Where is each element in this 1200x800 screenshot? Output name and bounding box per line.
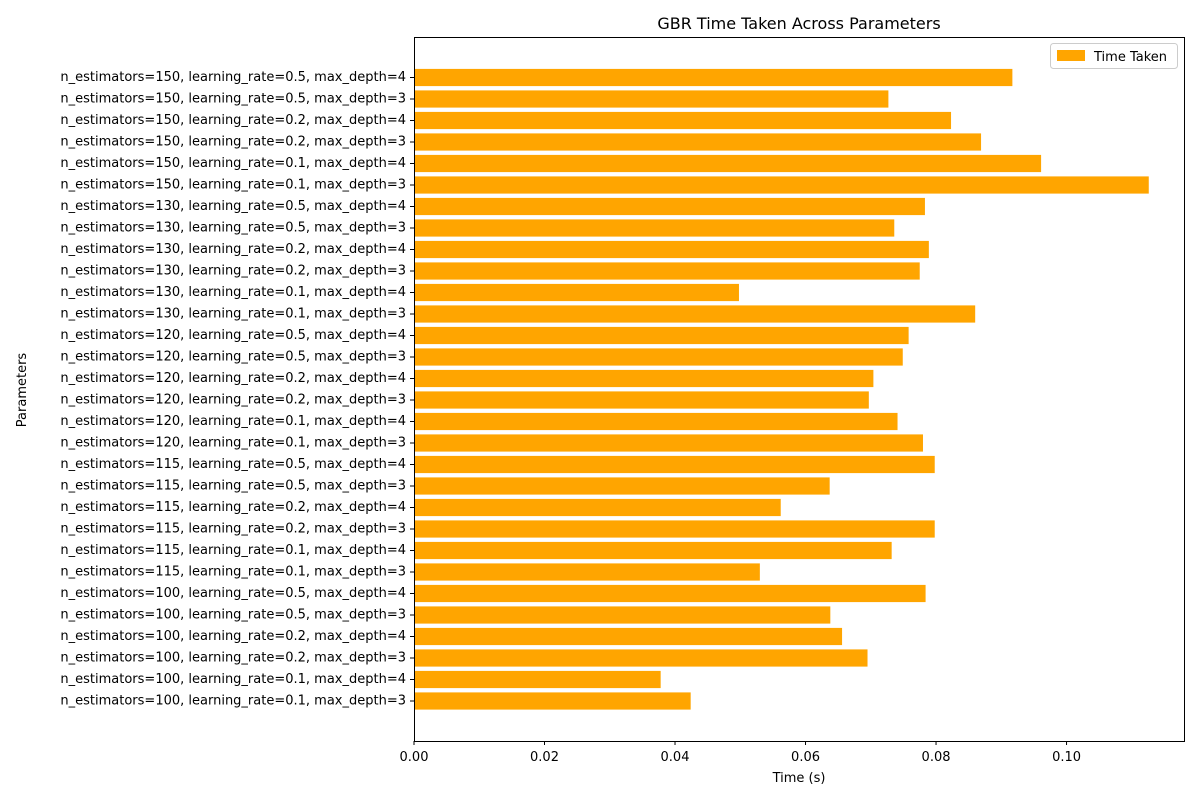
y-axis-ticks: n_estimators=100, learning_rate=0.1, max… xyxy=(60,70,414,709)
y-tick-label: n_estimators=120, learning_rate=0.5, max… xyxy=(60,350,406,365)
bar xyxy=(414,670,661,689)
chart-title: GBR Time Taken Across Parameters xyxy=(657,14,940,33)
x-axis-ticks: 0.00 0.02 0.04 0.06 0.08 0.10 xyxy=(400,741,1081,765)
y-tick-label: n_estimators=130, learning_rate=0.2, max… xyxy=(60,242,406,257)
x-tick-label: 0.08 xyxy=(922,750,951,765)
y-tick-label: n_estimators=100, learning_rate=0.2, max… xyxy=(60,651,406,666)
y-tick-label: n_estimators=150, learning_rate=0.5, max… xyxy=(60,92,406,107)
bar xyxy=(414,606,831,624)
bar xyxy=(414,455,935,474)
bar xyxy=(414,154,1042,173)
x-tick-label: 0.10 xyxy=(1052,750,1081,765)
bar xyxy=(414,283,739,302)
bar xyxy=(414,541,892,560)
bar xyxy=(414,563,760,581)
y-tick-label: n_estimators=130, learning_rate=0.5, max… xyxy=(60,199,406,214)
plot-frame xyxy=(414,37,1185,742)
y-tick-label: n_estimators=120, learning_rate=0.1, max… xyxy=(60,436,406,451)
y-tick-label: n_estimators=100, learning_rate=0.5, max… xyxy=(60,608,406,623)
bar xyxy=(414,434,923,452)
bar xyxy=(414,520,935,538)
y-tick-label: n_estimators=115, learning_rate=0.1, max… xyxy=(60,565,406,580)
y-tick-label: n_estimators=115, learning_rate=0.2, max… xyxy=(60,500,406,515)
y-tick-label: n_estimators=115, learning_rate=0.5, max… xyxy=(60,457,406,472)
y-tick-label: n_estimators=150, learning_rate=0.5, max… xyxy=(60,70,406,85)
bar xyxy=(414,326,909,345)
y-tick-label: n_estimators=150, learning_rate=0.2, max… xyxy=(60,113,406,128)
x-tick-label: 0.04 xyxy=(661,750,690,765)
y-tick-label: n_estimators=150, learning_rate=0.1, max… xyxy=(60,178,406,193)
y-tick-label: n_estimators=130, learning_rate=0.2, max… xyxy=(60,264,406,279)
legend: Time Taken xyxy=(1050,43,1178,69)
legend-swatch xyxy=(1057,50,1085,61)
bar xyxy=(414,176,1149,194)
y-tick-label: n_estimators=120, learning_rate=0.1, max… xyxy=(60,414,406,429)
x-axis-label: Time (s) xyxy=(772,771,826,786)
bars-group xyxy=(414,68,1149,710)
x-tick-label: 0.00 xyxy=(400,750,429,765)
bar xyxy=(414,412,898,431)
bar xyxy=(414,584,926,603)
bar xyxy=(414,133,982,151)
y-tick-label: n_estimators=115, learning_rate=0.2, max… xyxy=(60,522,406,537)
y-tick-label: n_estimators=115, learning_rate=0.5, max… xyxy=(60,479,406,494)
y-tick-label: n_estimators=100, learning_rate=0.2, max… xyxy=(60,629,406,644)
bar xyxy=(414,111,952,130)
bar xyxy=(414,68,1013,87)
legend-box xyxy=(1050,43,1178,69)
y-tick-label: n_estimators=130, learning_rate=0.1, max… xyxy=(60,307,406,322)
y-tick-label: n_estimators=120, learning_rate=0.2, max… xyxy=(60,393,406,408)
bar xyxy=(414,262,920,280)
bar xyxy=(414,369,874,388)
y-tick-label: n_estimators=120, learning_rate=0.2, max… xyxy=(60,371,406,386)
y-tick-label: n_estimators=100, learning_rate=0.1, max… xyxy=(60,694,406,709)
y-tick-label: n_estimators=120, learning_rate=0.5, max… xyxy=(60,328,406,343)
bar xyxy=(414,240,929,259)
y-tick-label: n_estimators=130, learning_rate=0.5, max… xyxy=(60,221,406,236)
x-tick-label: 0.02 xyxy=(530,750,559,765)
bar xyxy=(414,90,889,108)
bar xyxy=(414,477,830,495)
bar xyxy=(414,305,976,323)
bar xyxy=(414,649,868,667)
y-tick-label: n_estimators=115, learning_rate=0.1, max… xyxy=(60,543,406,558)
bar xyxy=(414,348,903,366)
y-tick-label: n_estimators=100, learning_rate=0.1, max… xyxy=(60,672,406,687)
y-tick-label: n_estimators=150, learning_rate=0.2, max… xyxy=(60,135,406,150)
y-tick-label: n_estimators=150, learning_rate=0.1, max… xyxy=(60,156,406,171)
bar xyxy=(414,692,691,710)
bar xyxy=(414,391,869,409)
y-tick-label: n_estimators=100, learning_rate=0.5, max… xyxy=(60,586,406,601)
bar xyxy=(414,197,925,216)
legend-label: Time Taken xyxy=(1093,50,1167,65)
bar xyxy=(414,498,781,517)
x-tick-label: 0.06 xyxy=(791,750,820,765)
y-axis-label: Parameters xyxy=(15,353,30,428)
bar xyxy=(414,627,843,646)
y-tick-label: n_estimators=130, learning_rate=0.1, max… xyxy=(60,285,406,300)
bar xyxy=(414,219,895,237)
